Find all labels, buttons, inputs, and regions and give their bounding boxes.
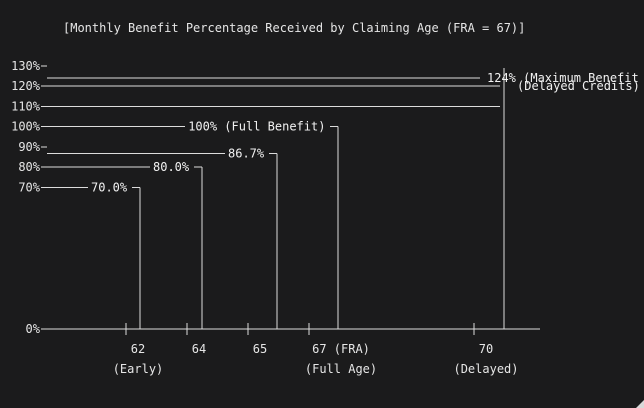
x-tick-label: 67 (FRA) xyxy=(312,342,370,356)
y-tick-label: 0% xyxy=(26,322,41,336)
value-label: 70.0% xyxy=(91,180,128,194)
x-tick-sublabel: (Full Age) xyxy=(305,362,377,376)
x-tick-sublabel: (Delayed) xyxy=(453,362,518,376)
x-tick-label: 65 xyxy=(253,342,267,356)
x-tick-label: 70 xyxy=(479,342,493,356)
value-label: 86.7% xyxy=(228,147,265,161)
value-label: 100% (Full Benefit) xyxy=(188,120,325,134)
chart-title: [Monthly Benefit Percentage Received by … xyxy=(63,21,525,35)
value-label-secondary: (Delayed Credits) xyxy=(517,79,640,93)
y-tick-label: 100% xyxy=(11,120,41,134)
y-tick-label: 90% xyxy=(18,140,40,154)
y-tick-label: 110% xyxy=(11,99,41,113)
x-tick-label: 64 xyxy=(192,342,206,356)
y-tick-label: 80% xyxy=(18,160,40,174)
y-tick-label: 120% xyxy=(11,79,41,93)
x-tick-sublabel: (Early) xyxy=(113,362,164,376)
window-corner-decoration xyxy=(636,400,644,408)
value-label: 80.0% xyxy=(153,160,190,174)
y-tick-label: 70% xyxy=(18,180,40,194)
x-tick-label: 62 xyxy=(131,342,145,356)
y-tick-label: 130% xyxy=(11,59,41,73)
value-label: 124% (Maximum Benefit xyxy=(487,71,639,85)
